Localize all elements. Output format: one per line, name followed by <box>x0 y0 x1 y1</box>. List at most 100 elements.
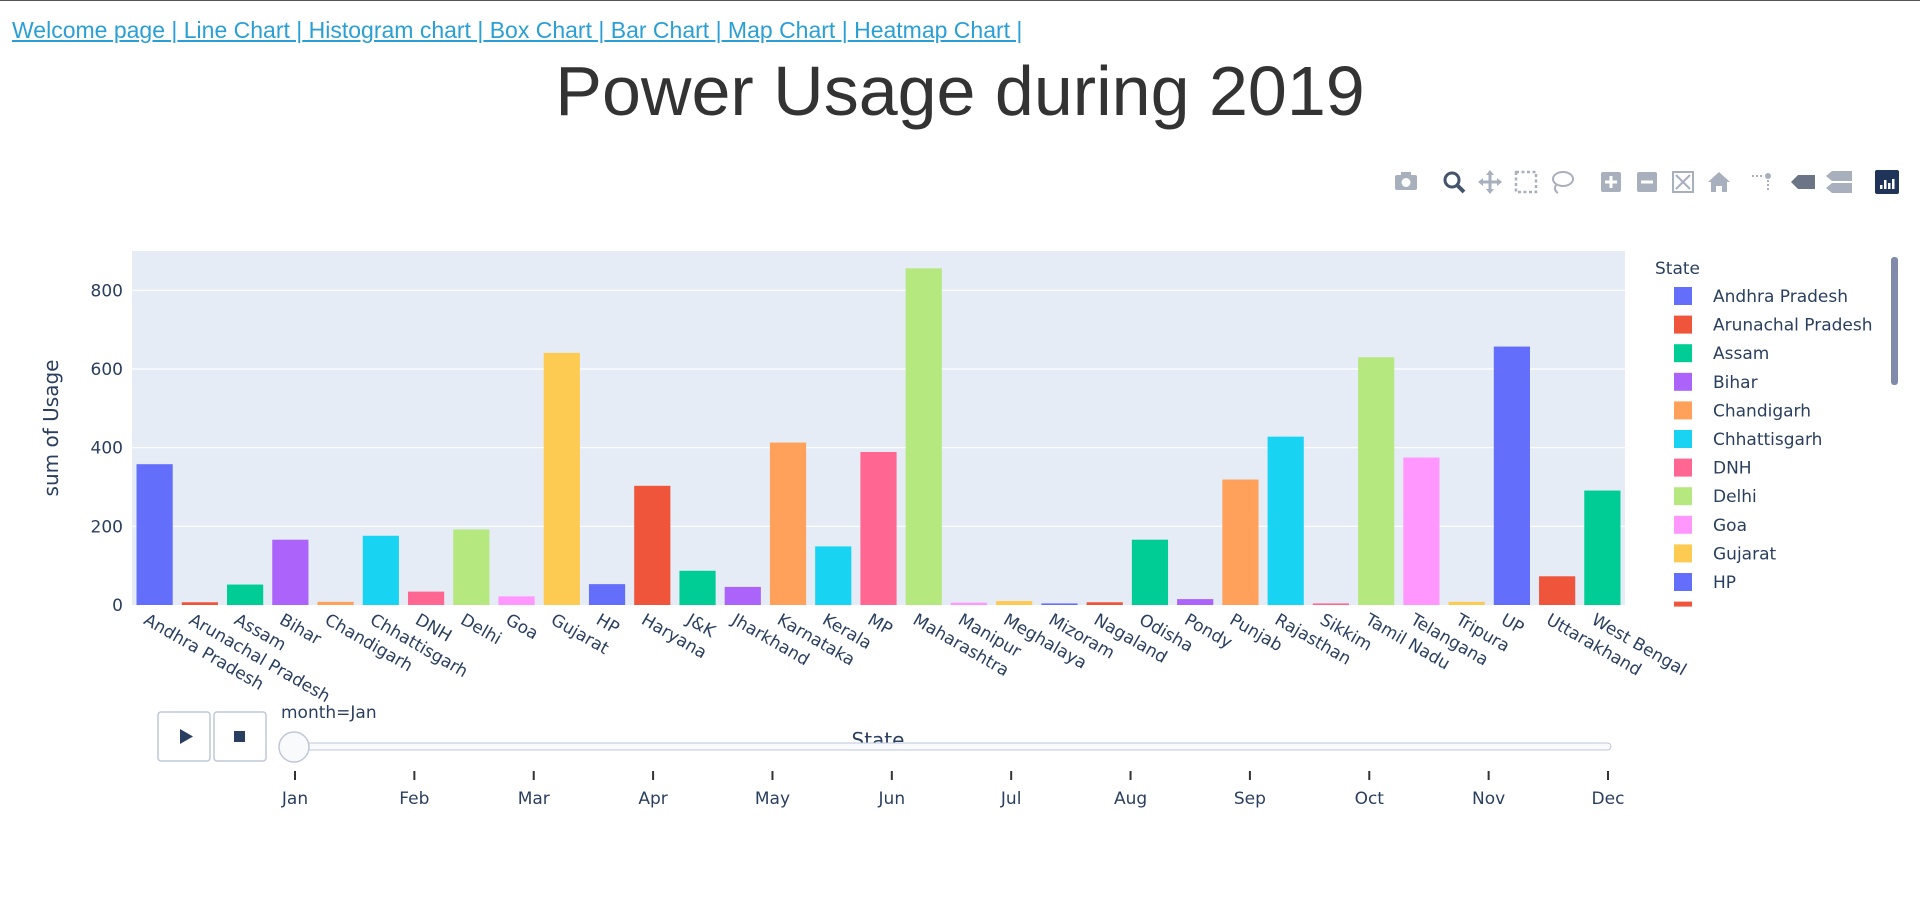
bar-sikkim[interactable] <box>1312 603 1350 605</box>
legend-swatch <box>1674 515 1692 534</box>
bar-jandk[interactable] <box>679 570 716 605</box>
legend-swatch <box>1674 401 1692 420</box>
legend-item-goa[interactable]: Goa <box>1674 515 1747 536</box>
play-button[interactable] <box>157 711 211 762</box>
slider-step-may[interactable]: May <box>755 789 790 809</box>
x-tick-label: Delhi <box>457 610 505 649</box>
legend-item-chandigarh[interactable]: Chandigarh <box>1674 401 1811 421</box>
bar-meghalaya[interactable] <box>996 601 1033 605</box>
slider-step-nov[interactable]: Nov <box>1472 789 1505 809</box>
legend-scrollbar[interactable] <box>1891 257 1898 385</box>
slider-current-label: month=Jan <box>281 703 377 723</box>
legend-item-andhra-pradesh[interactable]: Andhra Pradesh <box>1674 287 1848 307</box>
bar-chhattisgarh[interactable] <box>362 535 399 605</box>
bar-tamil-nadu[interactable] <box>1358 357 1395 605</box>
reset-axes-icon[interactable] <box>1708 172 1730 192</box>
autoscale-icon[interactable] <box>1672 171 1694 193</box>
camera-icon[interactable] <box>1395 172 1417 190</box>
hover-compare-icon[interactable] <box>1826 171 1852 193</box>
bar-mizoram[interactable] <box>1041 603 1078 605</box>
legend-item-arunachal-pradesh[interactable]: Arunachal Pradesh <box>1674 315 1873 336</box>
bar-jharkhand[interactable] <box>724 586 761 605</box>
bar-uttarakhand[interactable] <box>1539 576 1576 605</box>
slider-handle[interactable] <box>278 731 310 763</box>
bar-mp[interactable] <box>860 451 897 605</box>
bar-dnh[interactable] <box>407 591 445 605</box>
zoom-icon[interactable] <box>1443 171 1466 194</box>
bar-hp[interactable] <box>588 584 626 605</box>
bar-punjab[interactable] <box>1222 479 1259 605</box>
legend-swatch <box>1674 487 1692 506</box>
bar-gujarat[interactable] <box>543 352 580 605</box>
bar-arunachal-pradesh[interactable] <box>181 602 218 605</box>
zoom-out-icon[interactable] <box>1637 172 1657 192</box>
legend-item-assam[interactable]: Assam <box>1674 344 1769 364</box>
bar-odisha[interactable] <box>1131 539 1169 605</box>
bar-andhra-pradesh[interactable] <box>136 464 173 605</box>
bar-rajasthan[interactable] <box>1267 436 1304 605</box>
nav-histogram-link[interactable]: Histogram chart | <box>302 17 484 43</box>
zoom-in-icon[interactable] <box>1601 172 1621 192</box>
legend-item-chhattisgarh[interactable]: Chhattisgarh <box>1674 430 1822 450</box>
bar-west-bengal[interactable] <box>1584 490 1621 605</box>
legend-item-bihar[interactable]: Bihar <box>1674 372 1758 393</box>
slider-step-apr[interactable]: Apr <box>638 789 667 809</box>
nav-line-chart-link[interactable]: Line Chart | <box>177 17 303 43</box>
plotly-logo-icon[interactable] <box>1875 170 1899 194</box>
y-axis-title: sum of Usage <box>39 360 63 497</box>
slider-step-sep[interactable]: Sep <box>1234 789 1266 809</box>
spike-lines-icon[interactable] <box>1752 173 1771 192</box>
hover-closest-icon[interactable] <box>1791 175 1815 189</box>
legend-label: Goa <box>1713 516 1747 536</box>
slider-step-mar[interactable]: Mar <box>518 789 550 809</box>
legend-item-hp[interactable]: HP <box>1674 573 1736 593</box>
slider-rail[interactable] <box>288 742 1612 751</box>
slider-step-aug[interactable]: Aug <box>1114 789 1147 809</box>
legend-label: DNH <box>1713 459 1752 479</box>
nav-welcome-link[interactable]: Welcome page | <box>12 17 178 43</box>
bar-bihar[interactable] <box>272 539 309 605</box>
bar-kerala[interactable] <box>815 546 852 605</box>
y-tick-label: 800 <box>91 281 123 301</box>
lasso-select-icon[interactable] <box>1552 171 1574 194</box>
play-icon <box>180 729 193 744</box>
legend-item-dnh[interactable]: DNH <box>1674 458 1752 479</box>
bar-assam[interactable] <box>227 584 264 605</box>
nav-box-chart-link[interactable]: Box Chart | <box>483 17 605 43</box>
legend-item-gujarat[interactable]: Gujarat <box>1674 544 1776 564</box>
bar-pondy[interactable] <box>1177 599 1214 605</box>
bar-up[interactable] <box>1493 346 1530 605</box>
stop-button[interactable] <box>213 711 267 762</box>
bar-nagaland[interactable] <box>1086 602 1123 605</box>
bar-karnataka[interactable] <box>769 442 807 605</box>
legend-label: Andhra Pradesh <box>1713 287 1848 307</box>
pan-icon[interactable] <box>1478 170 1502 194</box>
slider-step-oct[interactable]: Oct <box>1355 789 1385 809</box>
bar-chandigarh[interactable] <box>317 601 354 605</box>
nav-map-chart-link[interactable]: Map Chart | <box>721 17 848 43</box>
legend-label: Bihar <box>1713 373 1758 393</box>
box-select-icon[interactable] <box>1514 170 1538 194</box>
bar-goa[interactable] <box>498 596 535 605</box>
slider-step-jul[interactable]: Jul <box>1000 789 1022 809</box>
slider-step-dec[interactable]: Dec <box>1592 789 1625 809</box>
nav-bar-chart-link[interactable]: Bar Chart | <box>604 17 722 43</box>
legend-label: Chhattisgarh <box>1713 430 1822 450</box>
nav-bar: Welcome page | Line Chart | Histogram ch… <box>12 17 1022 44</box>
bar-delhi[interactable] <box>453 529 490 605</box>
slider-step-feb[interactable]: Feb <box>399 789 429 809</box>
legend-item-delhi[interactable]: Delhi <box>1674 487 1757 507</box>
bar-manipur[interactable] <box>950 602 988 605</box>
slider-step-jun[interactable]: Jun <box>878 789 906 809</box>
bar-maharashtra[interactable] <box>905 268 942 605</box>
nav-heatmap-link[interactable]: Heatmap Chart | <box>847 17 1023 43</box>
legend: State Andhra Pradesh Arunachal Pradesh Ass… <box>1655 257 1898 607</box>
bar-telangana[interactable] <box>1403 457 1440 606</box>
legend-label: Delhi <box>1713 487 1757 507</box>
bar-tripura[interactable] <box>1448 601 1485 605</box>
bar-haryana[interactable] <box>634 485 671 605</box>
y-tick-labels: 0 200 400 600 800 <box>91 281 123 616</box>
legend-swatch <box>1674 573 1692 591</box>
slider-step-jan[interactable]: Jan <box>281 789 308 809</box>
